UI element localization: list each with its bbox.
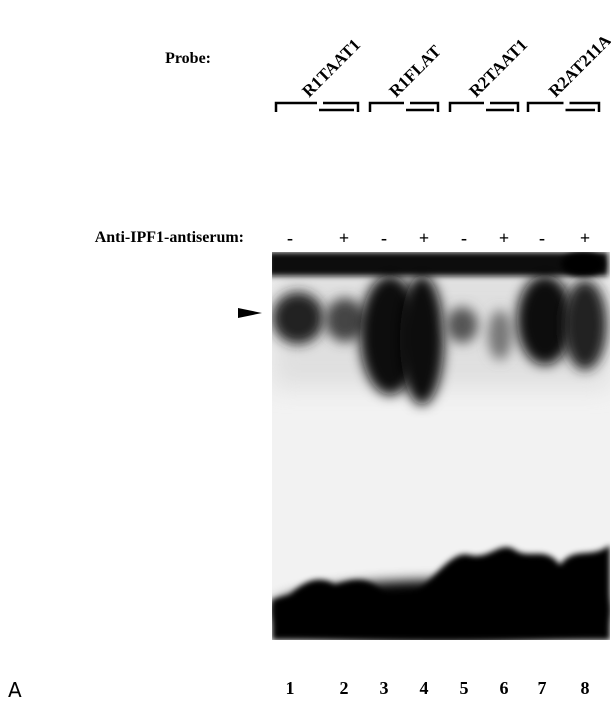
arrowhead — [238, 308, 262, 318]
treatment-sign: + — [339, 228, 349, 248]
treatment-sign: + — [580, 228, 590, 248]
lane-number: 3 — [380, 678, 389, 698]
probe-name: R2TAAT1 — [465, 35, 531, 101]
lane-number: 2 — [340, 678, 349, 698]
antiserum-label: Anti-IPF1-antiserum: — [95, 229, 244, 246]
probe-bracket — [368, 101, 440, 112]
lane-number: 1 — [286, 678, 295, 698]
treatment-sign: - — [539, 228, 545, 248]
probe-bracket — [274, 101, 360, 112]
gel — [272, 252, 610, 640]
probe-bracket — [526, 101, 601, 112]
lane-number: 4 — [420, 678, 429, 698]
treatment-sign: - — [461, 228, 467, 248]
probe-label: Probe: — [165, 50, 211, 67]
lane-number: 8 — [581, 678, 590, 698]
probe-name: R1FLAT — [385, 41, 445, 101]
lane-number: 5 — [460, 678, 469, 698]
probe-name: R2AT211A — [545, 30, 611, 100]
probe-name: R1TAAT1 — [298, 35, 364, 101]
treatment-sign: - — [287, 228, 293, 248]
treatment-sign: + — [499, 228, 509, 248]
lane-number: 6 — [500, 678, 509, 698]
treatment-sign: + — [419, 228, 429, 248]
probe-bracket — [448, 101, 520, 112]
panel-label: A — [8, 678, 22, 702]
lane-number: 7 — [538, 678, 547, 698]
treatment-sign: - — [381, 228, 387, 248]
